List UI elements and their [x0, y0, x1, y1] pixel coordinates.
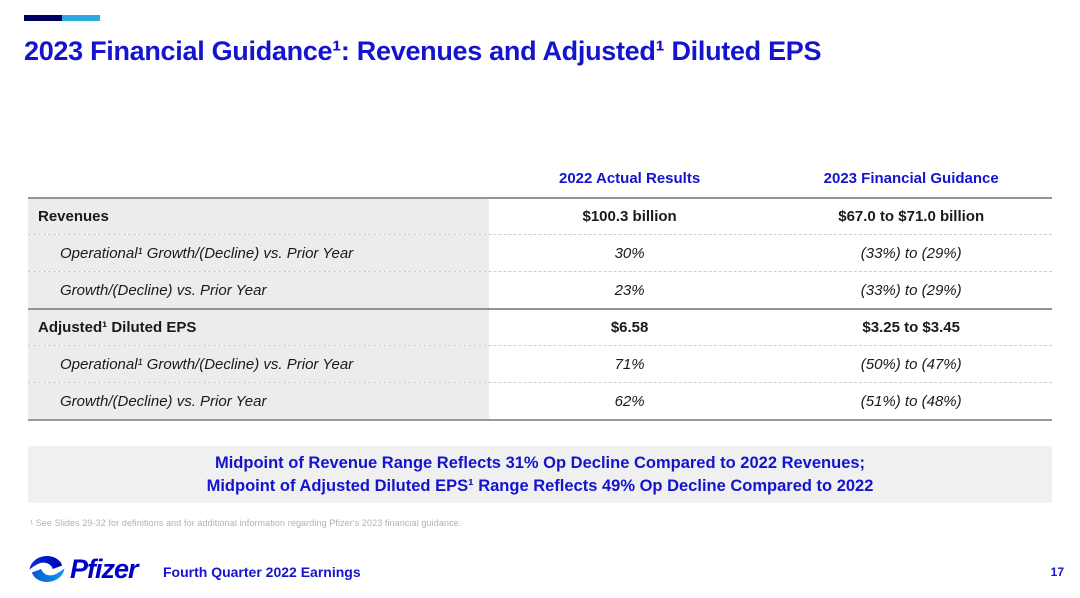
pfizer-wordmark: Pfizer	[70, 553, 139, 584]
cell-2023-guidance: (51%) to (48%)	[860, 392, 962, 410]
cell-2023-guidance: (33%) to (29%)	[860, 244, 962, 262]
accent-bar-dark	[24, 15, 62, 21]
cell-2023-guidance: $67.0 to $71.0 billion	[838, 208, 985, 225]
column-header-2023-guidance: 2023 Financial Guidance	[823, 170, 999, 187]
cell-2023-guidance: $3.25 to $3.45	[862, 319, 960, 336]
row-label: Operational¹ Growth/(Decline) vs. Prior …	[28, 235, 489, 271]
table-row-revenues: Revenues $100.3 billion $67.0 to $71.0 b…	[28, 197, 1052, 234]
row-label: Growth/(Decline) vs. Prior Year	[28, 272, 489, 308]
row-label: Revenues	[28, 199, 489, 234]
accent-bars	[24, 15, 100, 21]
cell-2022-actual: 30%	[614, 244, 645, 262]
accent-bar-light	[62, 15, 100, 21]
callout-line-1: Midpoint of Revenue Range Reflects 31% O…	[214, 453, 866, 472]
cell-2023-guidance: (50%) to (47%)	[860, 355, 962, 373]
table-row-revenues-operational-growth: Operational¹ Growth/(Decline) vs. Prior …	[28, 234, 1052, 271]
column-header-2022-actual: 2022 Actual Results	[559, 170, 701, 187]
row-label: Adjusted¹ Diluted EPS	[28, 310, 489, 345]
cell-2022-actual: $100.3 billion	[582, 208, 677, 225]
cell-2022-actual: $6.58	[610, 319, 649, 336]
pfizer-swoosh-icon	[29, 556, 65, 582]
table-row-adjusted-diluted-eps: Adjusted¹ Diluted EPS $6.58 $3.25 to $3.…	[28, 308, 1052, 345]
footnote: ¹ See Slides 29-32 for definitions and f…	[30, 518, 462, 528]
cell-2023-guidance: (33%) to (29%)	[860, 281, 962, 299]
table-header-row: 2022 Actual Results 2023 Financial Guida…	[28, 170, 1052, 197]
guidance-table: 2022 Actual Results 2023 Financial Guida…	[28, 170, 1052, 421]
callout-line-2: Midpoint of Adjusted Diluted EPS¹ Range …	[206, 476, 874, 495]
table-row-eps-operational-growth: Operational¹ Growth/(Decline) vs. Prior …	[28, 345, 1052, 382]
footer-deck-title: Fourth Quarter 2022 Earnings	[163, 564, 361, 580]
table-row-revenues-growth: Growth/(Decline) vs. Prior Year 23% (33%…	[28, 271, 1052, 308]
cell-2022-actual: 23%	[614, 281, 645, 299]
row-label: Growth/(Decline) vs. Prior Year	[28, 383, 489, 419]
page-number: 17	[1050, 565, 1064, 579]
cell-2022-actual: 71%	[614, 355, 645, 373]
callout-box: Midpoint of Revenue Range Reflects 31% O…	[28, 446, 1052, 503]
slide-title: 2023 Financial Guidance¹: Revenues and A…	[24, 36, 822, 66]
table-row-eps-growth: Growth/(Decline) vs. Prior Year 62% (51%…	[28, 382, 1052, 419]
row-label: Operational¹ Growth/(Decline) vs. Prior …	[28, 346, 489, 382]
pfizer-logo: Pfizer	[26, 550, 139, 588]
cell-2022-actual: 62%	[614, 392, 645, 410]
table-body: Revenues $100.3 billion $67.0 to $71.0 b…	[28, 197, 1052, 421]
